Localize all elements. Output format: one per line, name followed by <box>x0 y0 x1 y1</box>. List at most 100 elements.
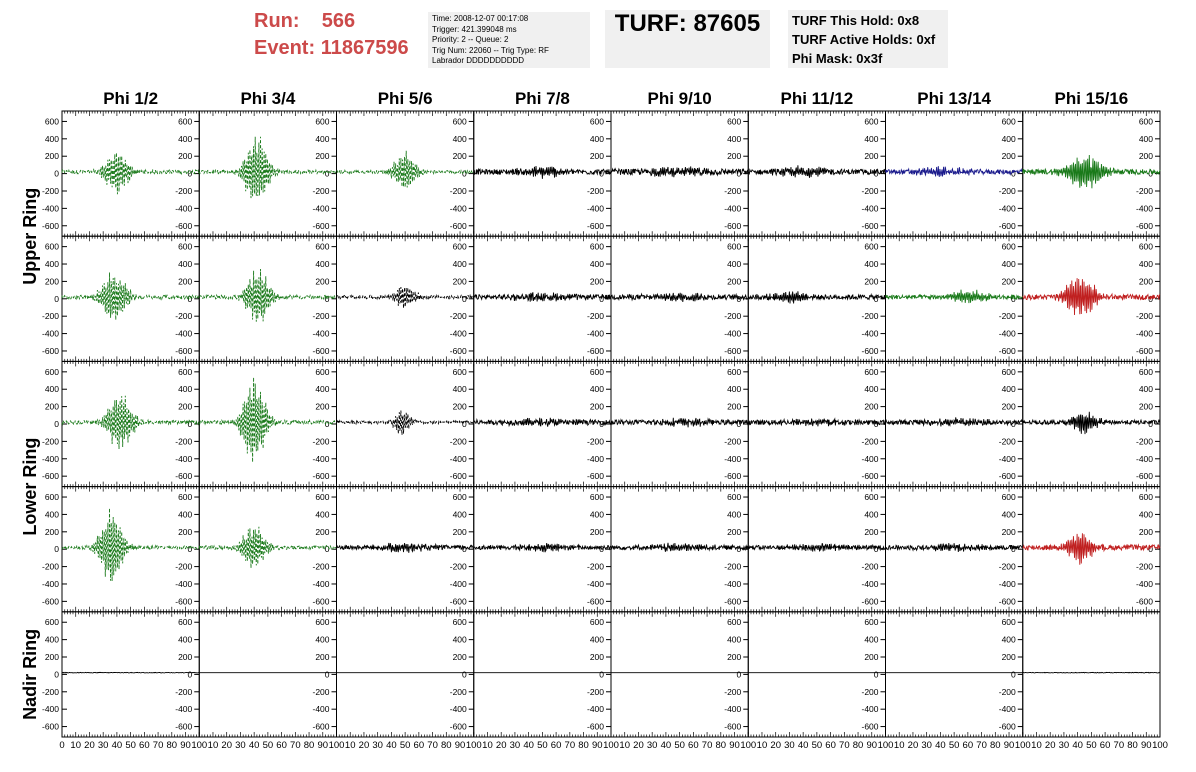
y-tick-label: -400 <box>175 329 192 339</box>
waveform-trace <box>336 410 475 435</box>
y-tick-label: 200 <box>590 652 604 662</box>
y-tick-label: 0 <box>599 419 604 429</box>
x-tick-label: 80 <box>853 740 864 751</box>
y-tick-label: 600 <box>453 116 467 126</box>
x-tick-label: 20 <box>84 740 95 751</box>
y-tick-label: 0 <box>599 169 604 179</box>
event-header: Run: 566 Event: 11867596 Time: 2008-12-0… <box>0 0 1196 86</box>
y-tick-label: -600 <box>587 596 604 606</box>
y-tick-label: -200 <box>175 436 192 446</box>
y-tick-label: 0 <box>325 419 330 429</box>
y-tick-label: 200 <box>864 652 878 662</box>
y-tick-label: 200 <box>1139 151 1153 161</box>
x-tick-label: 90 <box>1004 740 1015 751</box>
y-tick-label: 200 <box>315 276 329 286</box>
y-tick-label: -400 <box>42 579 59 589</box>
run-row: Run: 566 <box>254 8 409 35</box>
y-tick-label: -600 <box>450 221 467 231</box>
y-tick-label: -200 <box>999 562 1016 572</box>
y-tick-label: -400 <box>587 203 604 213</box>
y-tick-label: 400 <box>864 134 878 144</box>
column-header: Phi 5/6 <box>378 89 433 108</box>
x-tick-label: 100 <box>191 740 207 751</box>
column-header: Phi 15/16 <box>1055 89 1129 108</box>
y-tick-label: -400 <box>1136 579 1153 589</box>
y-tick-label: -400 <box>861 454 878 464</box>
y-tick-label: 0 <box>188 419 193 429</box>
y-tick-label: 400 <box>178 635 192 645</box>
waveform-trace <box>198 136 337 199</box>
y-tick-label: 200 <box>453 402 467 412</box>
column-header: Phi 13/14 <box>917 89 991 108</box>
y-tick-label: 0 <box>1148 169 1153 179</box>
y-tick-label: 0 <box>1011 169 1016 179</box>
y-tick-label: 600 <box>178 116 192 126</box>
x-tick-label: 40 <box>112 740 123 751</box>
y-tick-label: -600 <box>1136 471 1153 481</box>
x-tick-label: 70 <box>153 740 164 751</box>
y-tick-label: -400 <box>999 579 1016 589</box>
y-tick-label: -600 <box>861 471 878 481</box>
y-tick-label: -600 <box>450 471 467 481</box>
y-tick-label: 200 <box>315 527 329 537</box>
y-tick-label: 0 <box>1011 419 1016 429</box>
waveform-trace <box>610 292 749 303</box>
y-tick-label: -400 <box>587 329 604 339</box>
x-tick-label: 80 <box>441 740 452 751</box>
y-tick-label: -600 <box>861 596 878 606</box>
x-tick-label: 60 <box>551 740 562 751</box>
y-tick-label: 200 <box>178 151 192 161</box>
y-tick-label: -600 <box>861 722 878 732</box>
x-tick-label: 40 <box>1072 740 1083 751</box>
event-label: Event: <box>254 37 316 59</box>
y-tick-label: -400 <box>861 329 878 339</box>
y-tick-label: -400 <box>450 454 467 464</box>
y-tick-label: 200 <box>1139 527 1153 537</box>
x-tick-label: 80 <box>304 740 315 751</box>
y-tick-label: 200 <box>1002 151 1016 161</box>
y-tick-label: 400 <box>590 384 604 394</box>
x-tick-label: 40 <box>523 740 534 751</box>
y-tick-label: -400 <box>312 454 329 464</box>
waveform-trace <box>1022 154 1161 189</box>
waveform-trace <box>610 166 749 178</box>
y-tick-label: 200 <box>864 527 878 537</box>
y-tick-label: 400 <box>45 509 59 519</box>
phi-mask: Phi Mask: 0x3f <box>792 51 883 66</box>
y-tick-label: -200 <box>175 562 192 572</box>
y-tick-label: 200 <box>45 527 59 537</box>
waveform-trace <box>199 268 337 322</box>
y-tick-label: 600 <box>178 492 192 502</box>
y-tick-label: 600 <box>727 617 741 627</box>
x-tick-label: 100 <box>466 740 482 751</box>
panel-frame <box>885 611 1024 738</box>
y-tick-label: 0 <box>737 419 742 429</box>
y-tick-label: 400 <box>315 134 329 144</box>
y-tick-label: -200 <box>861 436 878 446</box>
waveform-trace <box>610 542 749 552</box>
x-tick-label: 90 <box>180 740 191 751</box>
y-tick-label: 0 <box>1148 419 1153 429</box>
y-tick-label: 400 <box>590 509 604 519</box>
panel-frame <box>610 611 749 738</box>
x-tick-label: 20 <box>496 740 507 751</box>
x-tick-label: 80 <box>167 740 178 751</box>
y-tick-label: -400 <box>42 454 59 464</box>
x-tick-label: 90 <box>455 740 466 751</box>
y-tick-label: 400 <box>864 384 878 394</box>
waveform-trace <box>885 542 1023 553</box>
panel-frame <box>747 110 886 237</box>
y-tick-label: -200 <box>42 186 59 196</box>
y-tick-label: -600 <box>1136 221 1153 231</box>
y-tick-label: 0 <box>325 294 330 304</box>
turf-value: TURF: 87605 <box>614 10 761 37</box>
x-tick-label: 100 <box>740 740 756 751</box>
x-tick-label: 60 <box>688 740 699 751</box>
waveform-trace <box>473 165 612 179</box>
x-tick-label: 100 <box>1152 740 1168 751</box>
x-tick-label: 50 <box>263 740 274 751</box>
y-tick-label: 0 <box>462 544 467 554</box>
y-tick-label: 600 <box>178 367 192 377</box>
y-tick-label: -600 <box>42 471 59 481</box>
panel-frame <box>885 235 1024 362</box>
